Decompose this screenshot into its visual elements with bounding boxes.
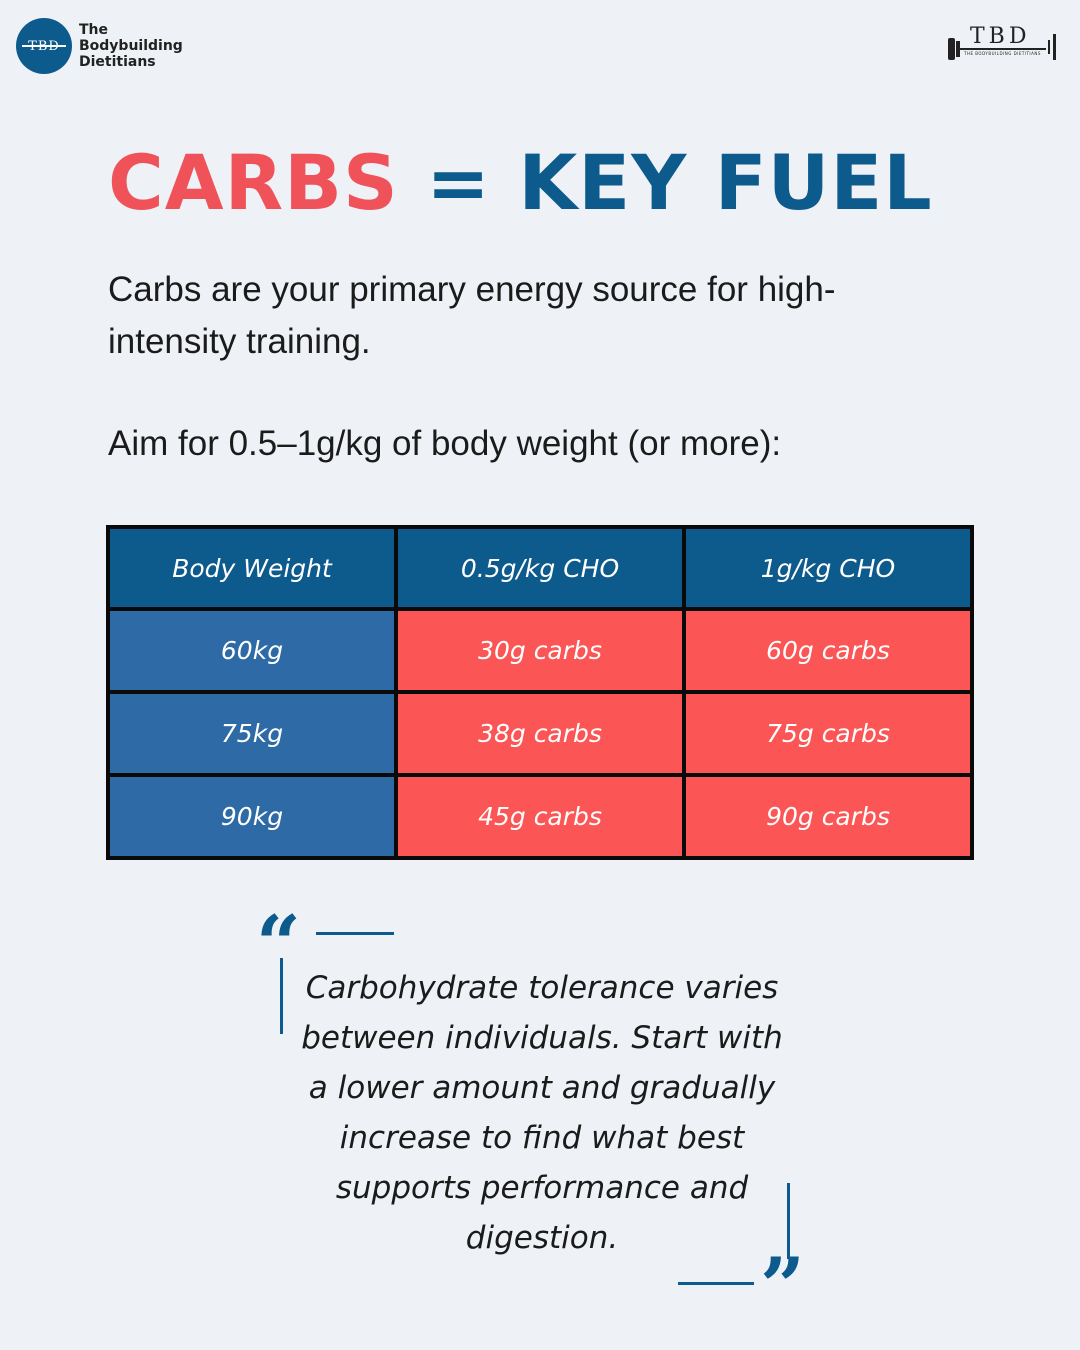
quote-rule-left	[280, 958, 283, 1034]
logo-letters: TBD	[970, 24, 1031, 49]
tbd-barbell-logo-icon: TBD THE BODYBUILDING DIETITIANS	[946, 24, 1058, 66]
fork-shape	[1053, 34, 1056, 60]
brand-name: The Bodybuilding Dietitians	[79, 22, 183, 70]
bar-shape	[960, 48, 1046, 50]
brand-name-line: Dietitians	[79, 54, 156, 70]
logo-subtitle: THE BODYBUILDING DIETITIANS	[964, 51, 1041, 56]
quote-rule-top	[316, 932, 394, 935]
quote-rule-bottom	[678, 1282, 754, 1285]
brand-name-line: Bodybuilding	[79, 38, 183, 54]
title-carbs: CARBS	[108, 138, 399, 227]
intro-text: Carbs are your primary energy source for…	[108, 270, 836, 361]
table-header-row: Body Weight 0.5g/kg CHO 1g/kg CHO	[106, 525, 974, 611]
cell-body-weight: 90kg	[106, 773, 398, 860]
brand-header: TBD The Bodybuilding Dietitians	[16, 18, 183, 74]
cell-one-gram: 60g carbs	[682, 607, 974, 694]
cell-body-weight: 60kg	[106, 607, 398, 694]
cell-half-gram: 30g carbs	[394, 607, 686, 694]
quote-text: Carbohydrate tolerance varies between in…	[301, 970, 783, 1256]
plate-shape	[956, 41, 960, 57]
quote-rule-right	[787, 1183, 790, 1259]
header-half-gram-per-kg: 0.5g/kg CHO	[394, 525, 686, 611]
brand-logo-icon: TBD	[16, 18, 72, 74]
fork-shape	[1048, 40, 1050, 54]
title-equals: =	[426, 138, 491, 227]
table-row: 60kg 30g carbs 60g carbs	[106, 607, 974, 694]
cell-half-gram: 38g carbs	[394, 690, 686, 777]
cell-body-weight: 75kg	[106, 690, 398, 777]
barbell-bar	[22, 45, 66, 47]
brand-monogram: TBD	[28, 38, 60, 54]
table-row: 75kg 38g carbs 75g carbs	[106, 690, 974, 777]
brand-name-line: The	[79, 22, 109, 38]
header-one-gram-per-kg: 1g/kg CHO	[682, 525, 974, 611]
header-body-weight: Body Weight	[106, 525, 398, 611]
cell-one-gram: 75g carbs	[682, 690, 974, 777]
cell-one-gram: 90g carbs	[682, 773, 974, 860]
plate-shape	[948, 38, 955, 60]
carb-intake-table: Body Weight 0.5g/kg CHO 1g/kg CHO 60kg 3…	[106, 525, 974, 860]
title-key-fuel: KEY FUEL	[518, 138, 933, 227]
aim-text: Aim for 0.5–1g/kg of body weight (or mor…	[108, 424, 782, 463]
table-row: 90kg 45g carbs 90g carbs	[106, 773, 974, 860]
quote-close-icon: ”	[760, 1241, 805, 1332]
quote-open-icon: “	[256, 899, 301, 990]
cell-half-gram: 45g carbs	[394, 773, 686, 860]
page-title: CARBS = KEY FUEL	[108, 138, 933, 227]
